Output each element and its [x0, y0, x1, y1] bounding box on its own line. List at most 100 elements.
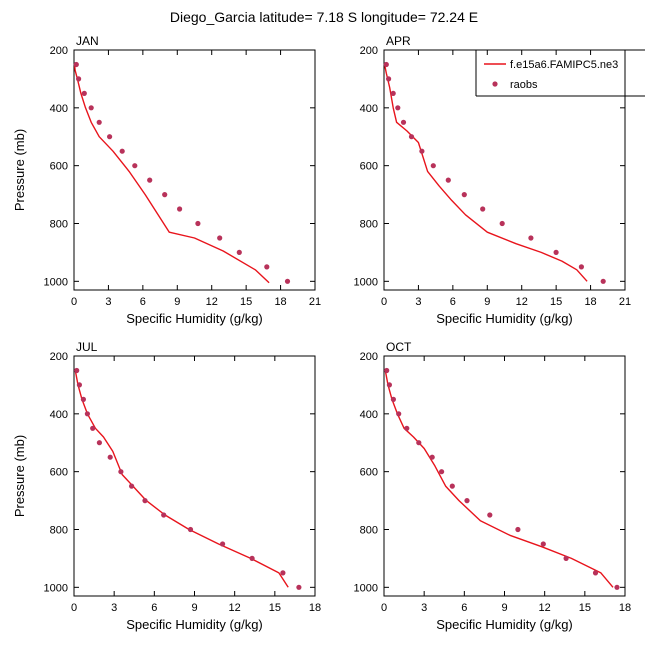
- raobs-point: [76, 382, 82, 388]
- model-line: [73, 64, 270, 284]
- y-tick-label: 1000: [44, 582, 68, 594]
- raobs-point: [499, 220, 505, 227]
- raobs-point: [107, 134, 113, 140]
- y-tick-label: 800: [360, 524, 378, 536]
- panel-apr: APR 0 3 6 9 12 15 18 21 200 400 600 800 1000 Specific …: [354, 34, 632, 326]
- raobs-point: [81, 90, 87, 96]
- raobs-point: [280, 570, 286, 576]
- raobs-point: [161, 512, 167, 518]
- x-tick-label: 9: [191, 602, 197, 614]
- raobs-point: [249, 555, 255, 562]
- panel-label: JUL: [76, 340, 98, 354]
- raobs-point: [600, 278, 606, 284]
- raobs-point: [395, 105, 401, 111]
- raobs-point: [400, 119, 407, 125]
- x-tick-label: 12: [539, 602, 551, 614]
- x-tick-label: 15: [579, 602, 591, 614]
- raobs-point: [129, 483, 135, 489]
- x-tick-label: 12: [516, 296, 528, 308]
- raobs-point: [74, 367, 80, 374]
- y-tick-label: 400: [360, 409, 378, 421]
- x-axis-title: Specific Humidity (g/kg): [436, 311, 573, 326]
- x-tick-label: 18: [274, 296, 286, 308]
- x-tick-label: 21: [619, 296, 631, 308]
- panel-label: OCT: [386, 340, 412, 354]
- raobs-point: [553, 249, 559, 255]
- x-tick-label: 18: [584, 296, 596, 308]
- raobs-point: [404, 425, 410, 431]
- raobs-point: [445, 177, 451, 183]
- x-tick-label: 0: [71, 602, 77, 614]
- raobs-point: [296, 584, 302, 590]
- raobs-point: [578, 264, 585, 270]
- raobs-point: [540, 541, 546, 547]
- y-tick-label: 400: [50, 103, 68, 115]
- raobs-point: [386, 382, 392, 388]
- plot-frame: [73, 49, 316, 291]
- raobs-point: [118, 469, 124, 475]
- model-line: [74, 370, 289, 588]
- raobs-point: [390, 90, 396, 96]
- raobs-point: [187, 526, 194, 533]
- raobs-point: [464, 498, 470, 504]
- x-tick-label: 3: [415, 296, 421, 308]
- x-tick-label: 12: [229, 602, 241, 614]
- raobs-point: [96, 119, 102, 125]
- y-axis-title: Pressure (mb): [12, 129, 27, 211]
- raobs-point: [461, 192, 467, 198]
- raobs-point: [90, 425, 96, 431]
- y-tick-label: 800: [360, 218, 378, 230]
- y-tick-label: 400: [360, 103, 378, 115]
- y-tick-label: 200: [50, 351, 68, 363]
- x-tick-label: 3: [111, 602, 117, 614]
- raobs-point: [383, 61, 389, 68]
- x-tick-label: 9: [501, 602, 507, 614]
- legend-obs-label: raobs: [510, 79, 538, 91]
- raobs-point: [384, 367, 390, 374]
- y-tick-label: 600: [360, 161, 378, 173]
- raobs-point: [408, 134, 415, 140]
- plot-frame: [383, 355, 626, 597]
- x-tick-label: 15: [240, 296, 252, 308]
- x-tick-label: 15: [269, 602, 281, 614]
- raobs-point: [162, 192, 168, 198]
- y-tick-label: 1000: [354, 276, 378, 288]
- legend-model-label: f.e15a6.FAMIPC5.ne3: [510, 59, 618, 71]
- raobs-point: [84, 411, 90, 417]
- raobs-point: [449, 483, 455, 489]
- y-tick-label: 800: [50, 524, 68, 536]
- panel-oct: OCT 0 3 6 9 12 15 18 200 400 600 800 1000 Specific Hu…: [354, 340, 632, 632]
- model-line: [384, 370, 614, 588]
- x-tick-label: 9: [484, 296, 490, 308]
- panel-label: JAN: [76, 34, 99, 48]
- x-tick-label: 0: [381, 602, 387, 614]
- y-tick-label: 800: [50, 218, 68, 230]
- x-tick-label: 12: [206, 296, 218, 308]
- raobs-point: [132, 163, 138, 169]
- x-tick-label: 6: [450, 296, 456, 308]
- x-tick-label: 21: [309, 296, 321, 308]
- raobs-point: [284, 278, 291, 284]
- plot-frame: [73, 355, 316, 597]
- raobs-point: [80, 396, 86, 402]
- y-tick-label: 200: [360, 351, 378, 363]
- x-axis-title: Specific Humidity (g/kg): [126, 311, 263, 326]
- y-tick-label: 200: [50, 45, 68, 57]
- raobs-point: [416, 440, 422, 446]
- y-tick-label: 600: [50, 467, 68, 479]
- raobs-point: [480, 206, 486, 212]
- y-axis-title: Pressure (mb): [12, 435, 27, 517]
- x-tick-label: 3: [421, 602, 427, 614]
- panel-jul: JUL 0 3 6 9 12 15 18 200 400 600 800 1000 Specific Hu…: [12, 340, 321, 632]
- raobs-point: [390, 396, 396, 402]
- x-tick-label: 0: [381, 296, 387, 308]
- x-tick-label: 3: [105, 296, 111, 308]
- panel-label: APR: [386, 34, 411, 48]
- model-line: [383, 64, 588, 282]
- raobs-point: [614, 584, 620, 590]
- raobs-point: [177, 206, 183, 212]
- y-tick-label: 400: [50, 409, 68, 421]
- raobs-point: [592, 570, 599, 576]
- raobs-point: [107, 454, 113, 460]
